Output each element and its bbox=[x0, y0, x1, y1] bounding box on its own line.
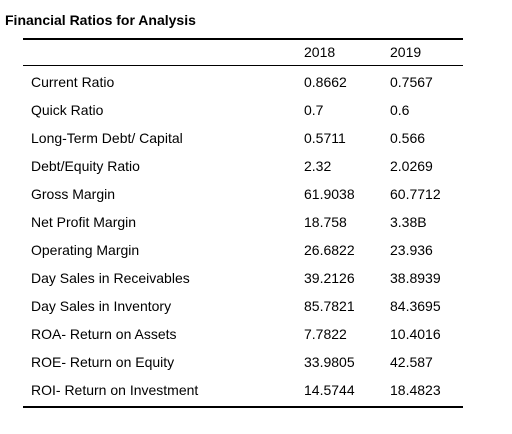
row-label: Quick Ratio bbox=[31, 102, 104, 118]
column-header-2018: 2018 bbox=[304, 44, 336, 60]
row-label: Net Profit Margin bbox=[31, 214, 137, 230]
row-label: ROE- Return on Equity bbox=[31, 354, 175, 370]
row-value-2018: 2.32 bbox=[304, 158, 332, 174]
table-top-rule bbox=[23, 38, 463, 40]
row-label: Day Sales in Receivables bbox=[31, 270, 190, 286]
row-value-2018: 7.7822 bbox=[304, 326, 347, 342]
row-value-2019: 23.936 bbox=[390, 242, 433, 258]
row-label: ROA- Return on Assets bbox=[31, 326, 177, 342]
row-label: Debt/Equity Ratio bbox=[31, 158, 140, 174]
row-label: Current Ratio bbox=[31, 74, 115, 90]
row-value-2018: 14.5744 bbox=[304, 382, 355, 398]
ratio-table: 2018 2019 Current Ratio 0.8662 0.7567 Quick… bbox=[23, 38, 463, 408]
row-label: Long-Term Debt/ Capital bbox=[31, 130, 183, 146]
row-value-2018: 61.9038 bbox=[304, 186, 355, 202]
row-value-2018: 0.8662 bbox=[304, 74, 347, 90]
row-value-2018: 0.7 bbox=[304, 102, 324, 118]
row-value-2019: 0.7567 bbox=[390, 74, 433, 90]
row-value-2018: 85.7821 bbox=[304, 298, 355, 314]
row-value-2019: 0.566 bbox=[390, 130, 426, 146]
row-label: Day Sales in Inventory bbox=[31, 298, 172, 314]
row-value-2019: 0.6 bbox=[390, 102, 410, 118]
row-value-2019: 2.0269 bbox=[390, 158, 433, 174]
row-value-2019: 42.587 bbox=[390, 354, 433, 370]
row-label: Gross Margin bbox=[31, 186, 116, 202]
row-value-2018: 18.758 bbox=[304, 214, 347, 230]
row-value-2019: 3.38B bbox=[390, 214, 427, 230]
row-label: Operating Margin bbox=[31, 242, 140, 258]
row-value-2019: 60.7712 bbox=[390, 186, 441, 202]
row-label: ROI- Return on Investment bbox=[31, 382, 199, 398]
row-value-2019: 84.3695 bbox=[390, 298, 441, 314]
row-value-2018: 33.9805 bbox=[304, 354, 355, 370]
table-bottom-rule bbox=[23, 406, 463, 408]
column-header-2019: 2019 bbox=[390, 44, 422, 60]
row-value-2018: 0.5711 bbox=[304, 130, 346, 146]
row-value-2019: 18.4823 bbox=[390, 382, 441, 398]
row-value-2018: 26.6822 bbox=[304, 242, 355, 258]
row-value-2018: 39.2126 bbox=[304, 270, 355, 286]
header-rule bbox=[23, 65, 463, 66]
row-value-2019: 38.8939 bbox=[390, 270, 441, 286]
row-value-2019: 10.4016 bbox=[390, 326, 441, 342]
page-title: Financial Ratios for Analysis bbox=[5, 12, 196, 28]
